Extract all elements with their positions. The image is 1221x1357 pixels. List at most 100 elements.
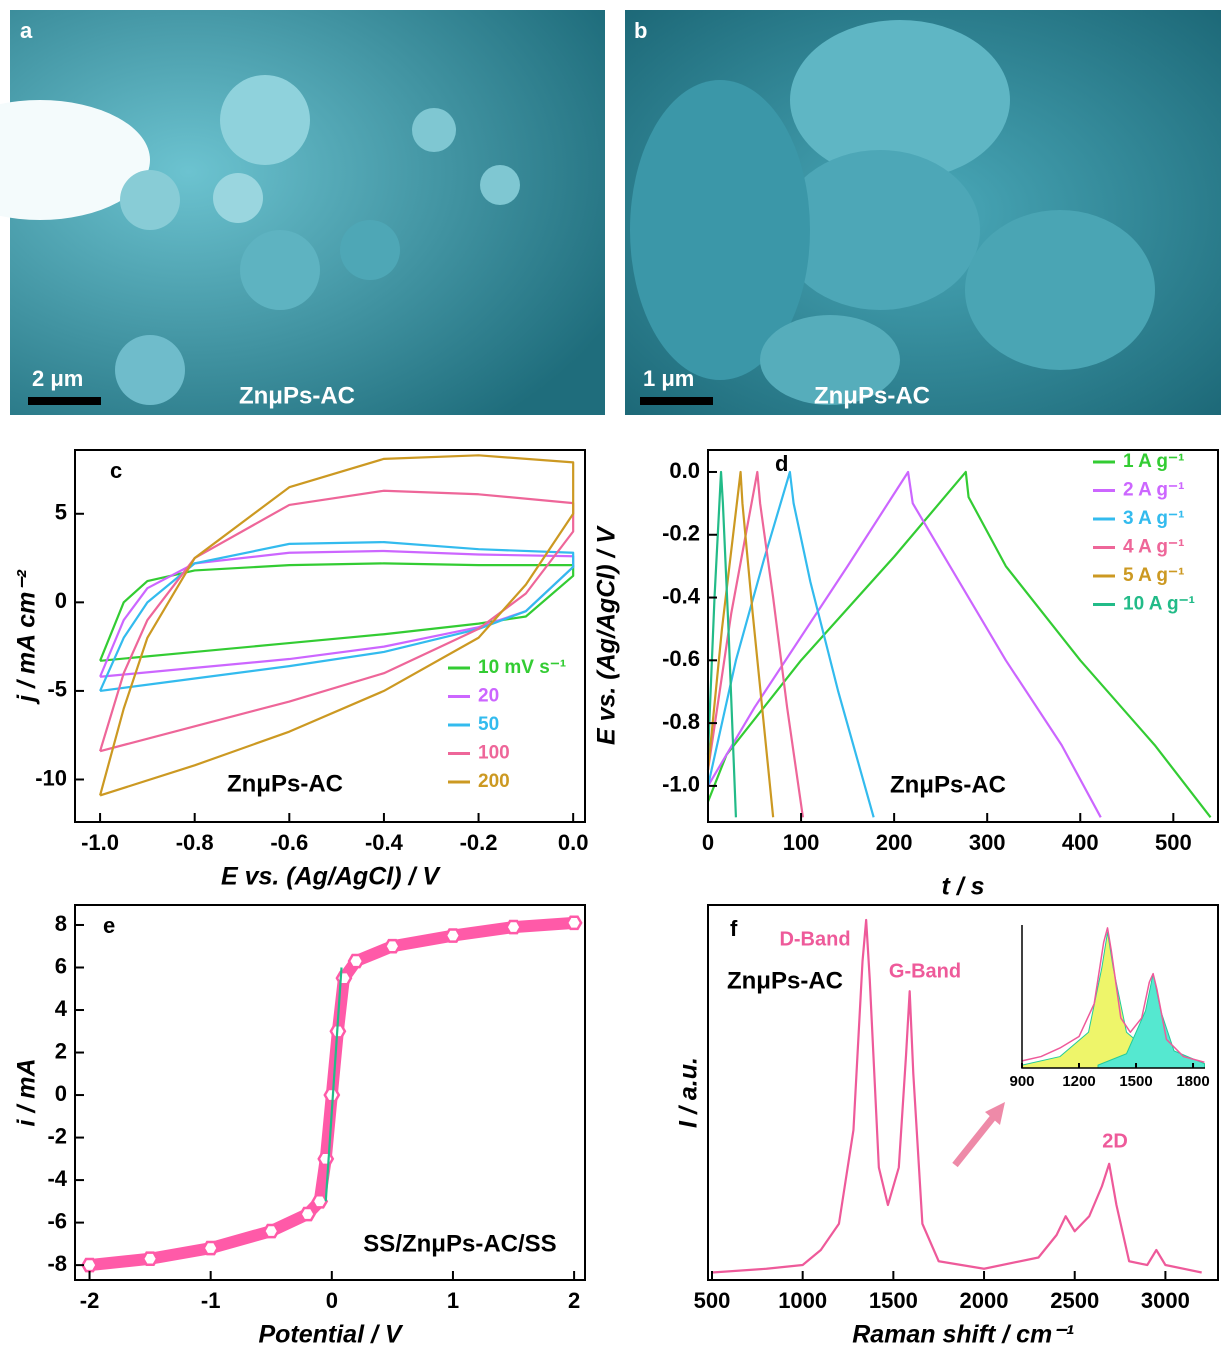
legend-label: 50 — [478, 714, 499, 735]
peak-label: G-Band — [889, 960, 961, 982]
frame — [74, 449, 586, 823]
x-tick-label: 0.0 — [558, 830, 589, 855]
sample-label: ZnμPs-AC — [227, 770, 343, 797]
legend-label: 10 mV s⁻¹ — [478, 657, 566, 678]
y-tick-label: -6 — [47, 1208, 67, 1233]
x-axis-label: t / s — [941, 873, 984, 901]
line — [1021, 927, 1205, 1064]
x-tick-label: 100 — [783, 830, 820, 855]
y-tick-label: -0.4 — [662, 583, 701, 608]
y-tick-label: -2 — [47, 1123, 67, 1148]
y-tick-label: 0 — [55, 1081, 67, 1106]
y-tick-label: -10 — [35, 765, 67, 790]
panel-label: c — [110, 458, 122, 483]
x-tick-label: 0 — [702, 830, 714, 855]
line — [706, 470, 738, 818]
frame — [707, 449, 1219, 823]
x-axis-label: E vs. (Ag/AgCl) / V — [221, 863, 441, 891]
marker — [505, 919, 522, 935]
x-tick-label: 2000 — [960, 1288, 1009, 1313]
arrow — [952, 1112, 998, 1168]
line — [706, 470, 1212, 818]
panel-label: a — [20, 18, 33, 43]
x-tick-label: 1200 — [1062, 1073, 1095, 1090]
y-tick-label: 4 — [55, 996, 68, 1021]
peak-label: D-Band — [779, 928, 850, 950]
panel-label: e — [103, 913, 115, 938]
x-tick-label: 1 — [447, 1288, 459, 1313]
x-tick-label: 300 — [969, 830, 1006, 855]
x-tick-label: 500 — [1155, 830, 1192, 855]
y-tick-label: -8 — [47, 1251, 67, 1276]
caption: ZnμPs-AC — [814, 382, 930, 409]
marker — [335, 970, 353, 986]
legend-label: 3 A g⁻¹ — [1123, 508, 1184, 529]
y-tick-label: 2 — [55, 1038, 67, 1063]
legend-label: 100 — [478, 743, 510, 764]
x-tick-label: 1500 — [869, 1288, 918, 1313]
y-axis-label: i / mA — [13, 1058, 41, 1126]
y-tick-label: -0.6 — [662, 646, 700, 671]
x-tick-label: 900 — [1009, 1073, 1034, 1090]
line — [706, 470, 775, 818]
line — [324, 967, 343, 1202]
scale-label: 2 μm — [32, 366, 83, 391]
frame — [74, 904, 586, 1281]
line — [707, 470, 1102, 818]
marker — [141, 1251, 159, 1267]
legend-label: 5 A g⁻¹ — [1123, 565, 1184, 586]
marker — [299, 1206, 317, 1222]
legend-label: 2 A g⁻¹ — [1123, 480, 1184, 501]
y-tick-label: -5 — [47, 677, 67, 702]
peak-label: 2D — [1102, 1130, 1128, 1152]
y-tick-label: 5 — [55, 500, 67, 525]
y-tick-label: 6 — [55, 953, 67, 978]
x-tick-label: 1800 — [1176, 1073, 1209, 1090]
sem-image-b — [625, 10, 1221, 415]
marker — [202, 1240, 220, 1256]
legend-label: 200 — [478, 771, 510, 792]
sample-label: ZnμPs-AC — [727, 967, 843, 994]
x-axis-label: Raman shift / cm⁻¹ — [852, 1321, 1074, 1349]
legend-label: 1 A g⁻¹ — [1123, 451, 1184, 472]
y-tick-label: -4 — [47, 1166, 67, 1191]
marker — [383, 938, 401, 954]
y-tick-label: 0.0 — [669, 458, 700, 483]
x-tick-label: 1000 — [778, 1288, 827, 1313]
sem-image-a — [0, 10, 605, 415]
line — [711, 918, 1202, 1274]
marker — [311, 1194, 329, 1209]
x-tick-label: -0.4 — [365, 830, 404, 855]
panel-label: f — [730, 916, 738, 941]
x-tick-label: 2 — [568, 1288, 580, 1313]
x-tick-label: -1.0 — [81, 830, 119, 855]
y-tick-label: -0.2 — [662, 521, 700, 546]
marker — [565, 915, 583, 931]
frame — [707, 904, 1219, 1281]
marker — [262, 1223, 280, 1239]
x-tick-label: -0.2 — [460, 830, 498, 855]
y-tick-label: 0 — [55, 588, 67, 613]
area — [1021, 932, 1205, 1069]
scale-bar — [640, 397, 713, 405]
x-tick-label: 0 — [326, 1288, 338, 1313]
arrow-head — [985, 1102, 1005, 1125]
x-tick-label: -2 — [80, 1288, 100, 1313]
x-tick-label: -0.8 — [176, 830, 214, 855]
x-tick-label: 3000 — [1141, 1288, 1190, 1313]
x-tick-label: 500 — [694, 1288, 731, 1313]
y-tick-label: 8 — [55, 911, 67, 936]
panel-label: b — [634, 18, 647, 43]
legend-label: 4 A g⁻¹ — [1123, 537, 1184, 558]
marker — [317, 1151, 335, 1167]
x-tick-label: -0.6 — [270, 830, 308, 855]
x-tick-label: -1 — [201, 1288, 221, 1313]
x-axis-label: Potential / V — [258, 1321, 403, 1349]
legend-label: 10 A g⁻¹ — [1123, 594, 1195, 615]
marker — [347, 953, 365, 969]
marker — [81, 1257, 98, 1273]
sample-label: SS/ZnμPs-AC/SS — [363, 1230, 556, 1257]
scale-label: 1 μm — [643, 366, 694, 391]
y-axis-label: j / mA cm⁻² — [13, 569, 41, 704]
panel-label: d — [775, 451, 788, 476]
